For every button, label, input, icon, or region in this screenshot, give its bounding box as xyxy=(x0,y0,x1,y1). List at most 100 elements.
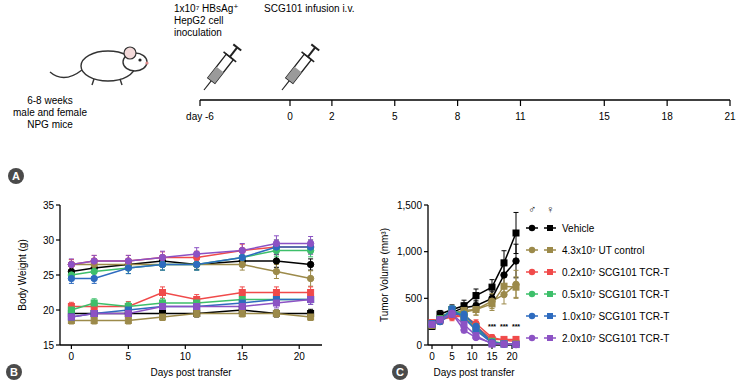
point xyxy=(273,300,279,306)
point xyxy=(91,300,97,306)
point xyxy=(437,318,443,324)
error-bar xyxy=(92,274,97,284)
point xyxy=(501,291,507,297)
series-line xyxy=(432,233,516,326)
x-tick-label: 5 xyxy=(126,351,132,362)
subject-text: male and female xyxy=(13,107,87,118)
error-cap xyxy=(92,298,97,299)
point xyxy=(501,272,507,278)
error-cap xyxy=(92,255,97,256)
error-cap xyxy=(308,286,313,287)
error-bar xyxy=(308,314,313,321)
error-bar xyxy=(194,310,199,317)
x-tick xyxy=(242,345,243,349)
point xyxy=(159,254,165,260)
error-bar xyxy=(462,327,467,333)
point xyxy=(91,258,97,264)
series-line xyxy=(432,314,516,344)
error-cap xyxy=(160,270,165,271)
point xyxy=(489,301,495,307)
error-bar xyxy=(92,317,97,324)
point xyxy=(513,342,519,348)
syringe-cap xyxy=(311,44,319,50)
legend-label: 4.3x10⁷ UT control xyxy=(562,245,644,256)
point xyxy=(273,311,279,317)
error-bar xyxy=(92,310,97,317)
error-bar xyxy=(308,295,313,305)
point xyxy=(239,290,245,296)
point xyxy=(308,297,314,303)
y-tick xyxy=(56,204,60,205)
mouse-tail xyxy=(50,70,82,78)
legend-marker xyxy=(529,335,535,341)
syringe-icon xyxy=(198,43,244,95)
error-bar xyxy=(240,310,245,317)
error-cap xyxy=(514,212,519,213)
point xyxy=(437,316,443,322)
error-cap xyxy=(160,298,165,299)
point xyxy=(194,311,200,317)
point xyxy=(449,310,455,316)
panel-a: day -60258111518211x10⁷ HBsAg⁺HepG2 cell… xyxy=(8,3,736,184)
point xyxy=(273,311,279,317)
point xyxy=(125,258,131,264)
y-axis-title: Tumor Volume (mm³) xyxy=(379,228,390,322)
error-bar xyxy=(450,310,455,317)
point xyxy=(239,254,245,260)
error-bar xyxy=(308,271,313,286)
error-cap xyxy=(462,300,467,301)
syringe-needle xyxy=(204,81,211,90)
point xyxy=(273,268,279,274)
series-line xyxy=(71,300,310,311)
error-bar xyxy=(438,317,443,323)
series-line xyxy=(432,310,516,344)
syringe-cap xyxy=(233,44,241,50)
point xyxy=(513,284,519,290)
mouse-leg xyxy=(92,79,94,85)
legend-marker xyxy=(529,291,535,297)
point xyxy=(437,317,443,323)
error-bar xyxy=(450,310,455,317)
error-bar xyxy=(160,302,165,310)
error-bar xyxy=(92,310,97,317)
error-cap xyxy=(240,243,245,244)
error-bar xyxy=(438,317,443,323)
error-bar xyxy=(69,260,74,270)
error-cap xyxy=(160,251,165,252)
point xyxy=(159,254,165,260)
mouse-icon xyxy=(50,47,149,85)
timeline-tick xyxy=(289,100,290,106)
error-bar xyxy=(308,259,313,270)
timeline-tick xyxy=(394,100,395,106)
point xyxy=(308,297,314,303)
y-tick-label: 1,000 xyxy=(397,246,422,257)
y-axis-title: Body Weight (g) xyxy=(17,239,28,311)
error-bar xyxy=(308,237,313,251)
point xyxy=(273,258,279,264)
error-bar xyxy=(126,317,131,324)
error-bar xyxy=(438,317,443,323)
error-cap xyxy=(194,247,199,248)
point xyxy=(160,304,166,310)
point xyxy=(91,311,97,317)
error-cap xyxy=(160,270,165,271)
point xyxy=(513,341,519,347)
point xyxy=(193,261,199,267)
error-cap xyxy=(126,255,131,256)
error-cap xyxy=(126,301,131,302)
error-bar xyxy=(450,310,455,317)
error-cap xyxy=(194,294,199,295)
legend-marker xyxy=(547,225,553,231)
x-tick xyxy=(431,345,432,349)
error-bar xyxy=(274,310,279,317)
syringe-barrel xyxy=(208,54,234,83)
point xyxy=(489,284,495,290)
point xyxy=(159,261,165,267)
series-line xyxy=(71,300,310,318)
point xyxy=(160,314,166,320)
point xyxy=(449,311,455,317)
error-cap xyxy=(502,250,507,251)
point xyxy=(91,311,97,317)
series-line xyxy=(432,314,516,344)
point xyxy=(513,341,519,347)
